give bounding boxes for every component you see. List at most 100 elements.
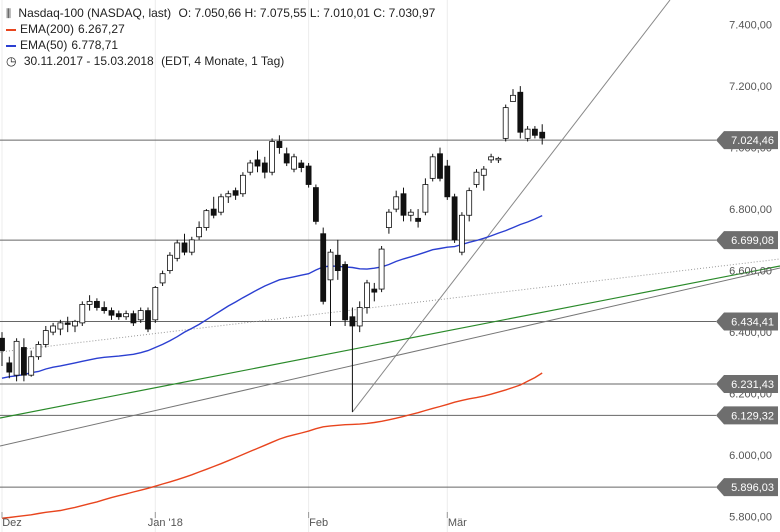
candle-body xyxy=(218,196,224,213)
ema50-line xyxy=(1,214,543,379)
candle-body xyxy=(422,184,429,213)
ema200-line xyxy=(1,372,543,519)
candle-body xyxy=(152,287,159,321)
chart-title-row: ⫼ Nasdaq-100 (NASDAQ, last) O: 7.050,66 … xyxy=(6,6,439,21)
candle-body xyxy=(130,313,137,324)
long-term-gray-trendline xyxy=(0,267,780,447)
ema50-value: 6.778,71 xyxy=(71,38,119,52)
candle-body xyxy=(239,174,246,195)
candle-body xyxy=(349,316,356,327)
candle-body xyxy=(276,141,283,149)
candle-body xyxy=(72,320,78,327)
long-term-green-trendline xyxy=(0,265,780,419)
candle-body xyxy=(101,307,108,311)
ema200-label: EMA(200) xyxy=(20,22,75,36)
clock-icon: ◷ xyxy=(6,54,17,68)
candle-body xyxy=(35,344,42,358)
candle-body xyxy=(364,282,370,308)
candle-body xyxy=(6,362,13,373)
candle-body xyxy=(524,128,531,139)
candle-body xyxy=(86,300,93,305)
level-tag-label: 6.231,43 xyxy=(731,379,774,391)
ema-lines-layer xyxy=(1,214,543,519)
ema200-swatch xyxy=(6,28,16,31)
period-range: 30.11.2017 - 15.03.2018 xyxy=(23,54,154,68)
y-tick-label: 7.400,00 xyxy=(729,20,772,32)
candle-body xyxy=(495,157,502,161)
candle-body xyxy=(291,156,297,170)
x-tick-label: Mär xyxy=(448,517,467,529)
legend-ema50[interactable]: EMA(50) 6.778,71 xyxy=(6,38,122,52)
candle-body xyxy=(393,196,400,210)
candle-body xyxy=(188,239,195,253)
candle-body xyxy=(385,211,392,228)
trendlines-layer xyxy=(0,0,780,447)
candle-body xyxy=(444,165,451,198)
candle-body xyxy=(210,208,217,216)
candle-body xyxy=(261,162,268,173)
candle-body xyxy=(115,313,122,318)
candle-body xyxy=(510,94,516,102)
candle-body xyxy=(254,159,261,167)
candle-body xyxy=(488,156,495,161)
candle-body xyxy=(458,214,465,253)
level-tag-label: 6.434,41 xyxy=(731,317,774,329)
candle-body xyxy=(42,330,49,345)
ema50-label: EMA(50) xyxy=(20,38,68,52)
candle-body xyxy=(174,242,181,259)
y-tick-label: 6.000,00 xyxy=(729,450,772,462)
level-tag-label: 7.024,46 xyxy=(731,135,774,147)
level-tag-bg xyxy=(716,231,778,250)
grid-layer xyxy=(1,0,448,532)
candle-body xyxy=(50,325,56,333)
level-tags: 7.024,46 6.699,08 6.434,41 6.231,43 6.129,32… xyxy=(716,131,778,497)
candle-body xyxy=(415,217,422,222)
candle-body xyxy=(502,107,509,139)
level-tag-bg xyxy=(716,478,778,497)
dotted-trendline xyxy=(0,258,780,353)
candle-body xyxy=(196,227,203,238)
candle-body xyxy=(342,264,349,321)
ema200-value: 6.267,27 xyxy=(78,22,125,36)
level-tag-bg xyxy=(716,406,778,425)
candle-body xyxy=(123,313,129,318)
candle-body xyxy=(269,141,276,173)
candle-body xyxy=(20,347,27,376)
candle-body xyxy=(28,356,35,376)
x-tick-label: Jan '18 xyxy=(148,517,183,529)
y-axis: 7.400,007.200,007.000,006.800,006.600,00… xyxy=(729,20,772,524)
candle-body xyxy=(57,322,64,330)
candle-body xyxy=(0,337,5,351)
candle-body xyxy=(429,156,436,179)
level-tag-label: 6.129,32 xyxy=(731,410,774,422)
candle-body xyxy=(283,153,290,164)
candle-body xyxy=(298,162,305,168)
candle-body xyxy=(532,128,538,136)
period-detail: (EDT, 4 Monate, 1 Tag) xyxy=(161,54,285,68)
candle-body xyxy=(166,254,173,272)
y-tick-label: 6.600,00 xyxy=(729,266,772,278)
x-tick-label: Feb xyxy=(309,517,328,529)
legend-ema200[interactable]: EMA(200) 6.267,27 xyxy=(6,22,129,36)
candle-body xyxy=(517,91,524,133)
candle-body xyxy=(320,233,327,302)
candle-body xyxy=(64,322,71,325)
ema50-swatch xyxy=(6,44,16,47)
x-axis: Dez Jan '18 Feb Mär xyxy=(1,512,467,529)
candle-body xyxy=(473,171,480,185)
level-tag-bg xyxy=(716,312,778,331)
rising-trendline xyxy=(352,0,671,413)
candle-body xyxy=(334,254,341,272)
candle-body xyxy=(400,193,407,216)
y-tick-label: 7.200,00 xyxy=(729,81,772,93)
candle-body xyxy=(108,310,115,316)
candle-body xyxy=(539,131,546,139)
y-tick-label: 6.800,00 xyxy=(729,204,772,216)
candle-body xyxy=(203,210,210,228)
chart-type-icon[interactable]: ⫼ xyxy=(6,8,12,20)
candle-body xyxy=(79,304,86,324)
candle-body xyxy=(480,168,487,176)
candle-body xyxy=(225,193,232,198)
candle-body xyxy=(13,340,20,376)
